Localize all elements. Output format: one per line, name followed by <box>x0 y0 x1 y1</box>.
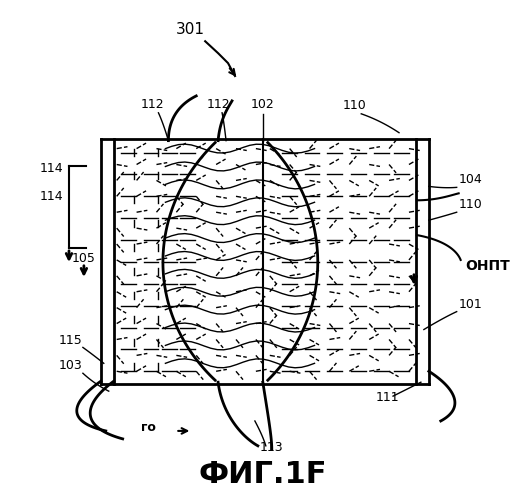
Text: 114: 114 <box>39 190 63 203</box>
Text: 103: 103 <box>59 359 83 372</box>
Text: 114: 114 <box>39 163 63 176</box>
Text: 115: 115 <box>59 334 83 347</box>
Text: 111: 111 <box>376 391 399 404</box>
Text: 102: 102 <box>251 98 275 111</box>
Text: 110: 110 <box>459 198 482 211</box>
Text: 112: 112 <box>206 98 230 111</box>
Text: 105: 105 <box>72 252 96 265</box>
Text: 112: 112 <box>141 98 164 111</box>
Text: 101: 101 <box>459 297 482 311</box>
Text: ФИГ.1F: ФИГ.1F <box>199 460 327 489</box>
Text: 113: 113 <box>260 441 283 454</box>
Text: 301: 301 <box>176 22 205 37</box>
Text: 104: 104 <box>459 173 482 187</box>
Text: го: го <box>141 421 156 434</box>
Text: ОНПТ: ОНПТ <box>465 259 510 273</box>
Text: 110: 110 <box>343 99 366 112</box>
